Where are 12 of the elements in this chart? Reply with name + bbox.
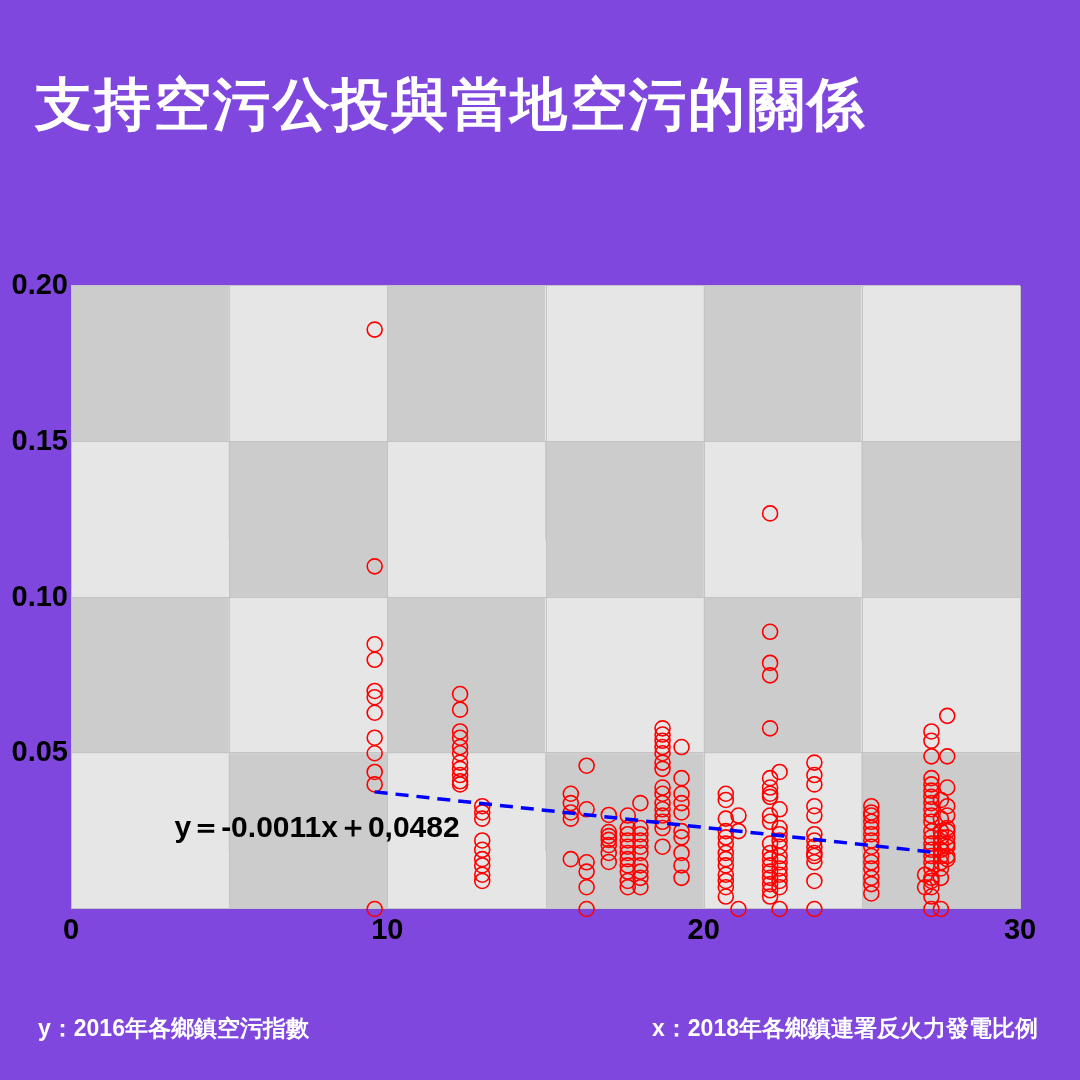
x-tick-label: 0 (62, 913, 80, 945)
y-tick-label: 0.10 (11, 579, 68, 612)
y-tick-label: 0.15 (11, 423, 68, 456)
x-tick-label: 30 (1003, 913, 1037, 945)
x-tick-label: 10 (371, 913, 404, 945)
series-label: y＝-0.0011x＋0,0482 (174, 810, 460, 844)
y-axis-title: y：2016年各鄉鎮空污指數 (38, 1014, 309, 1043)
x-axis-title: x：2018年各鄉鎮連署反火力發電比例 (652, 1014, 1038, 1043)
y-tick-label: 0.05 (11, 735, 68, 768)
chart-title: 支持空污公投與當地空污的關係 (35, 71, 867, 138)
x-tick-label: 20 (687, 913, 720, 945)
y-tick-label: 0.20 (11, 268, 68, 300)
